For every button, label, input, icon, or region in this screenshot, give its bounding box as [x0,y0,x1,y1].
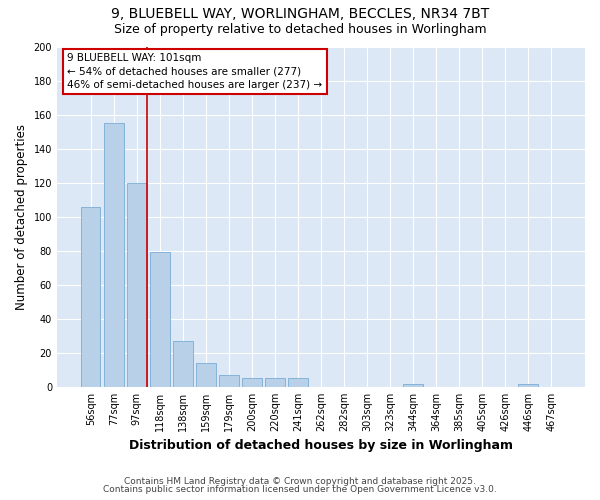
X-axis label: Distribution of detached houses by size in Worlingham: Distribution of detached houses by size … [129,440,513,452]
Bar [196,363,215,387]
Text: Contains HM Land Registry data © Crown copyright and database right 2025.: Contains HM Land Registry data © Crown c… [124,477,476,486]
Text: 9, BLUEBELL WAY, WORLINGHAM, BECCLES, NR34 7BT: 9, BLUEBELL WAY, WORLINGHAM, BECCLES, NR… [111,8,489,22]
Bar [518,384,538,387]
Text: Contains public sector information licensed under the Open Government Licence v3: Contains public sector information licen… [103,485,497,494]
Bar [150,252,170,387]
Bar [219,375,239,387]
Bar [403,384,423,387]
Bar [173,341,193,387]
Bar [127,182,146,387]
Text: 9 BLUEBELL WAY: 101sqm
← 54% of detached houses are smaller (277)
46% of semi-de: 9 BLUEBELL WAY: 101sqm ← 54% of detached… [67,54,323,90]
Bar [81,206,100,387]
Y-axis label: Number of detached properties: Number of detached properties [15,124,28,310]
Bar [288,378,308,387]
Bar [242,378,262,387]
Text: Size of property relative to detached houses in Worlingham: Size of property relative to detached ho… [113,22,487,36]
Bar [104,123,124,387]
Bar [265,378,284,387]
